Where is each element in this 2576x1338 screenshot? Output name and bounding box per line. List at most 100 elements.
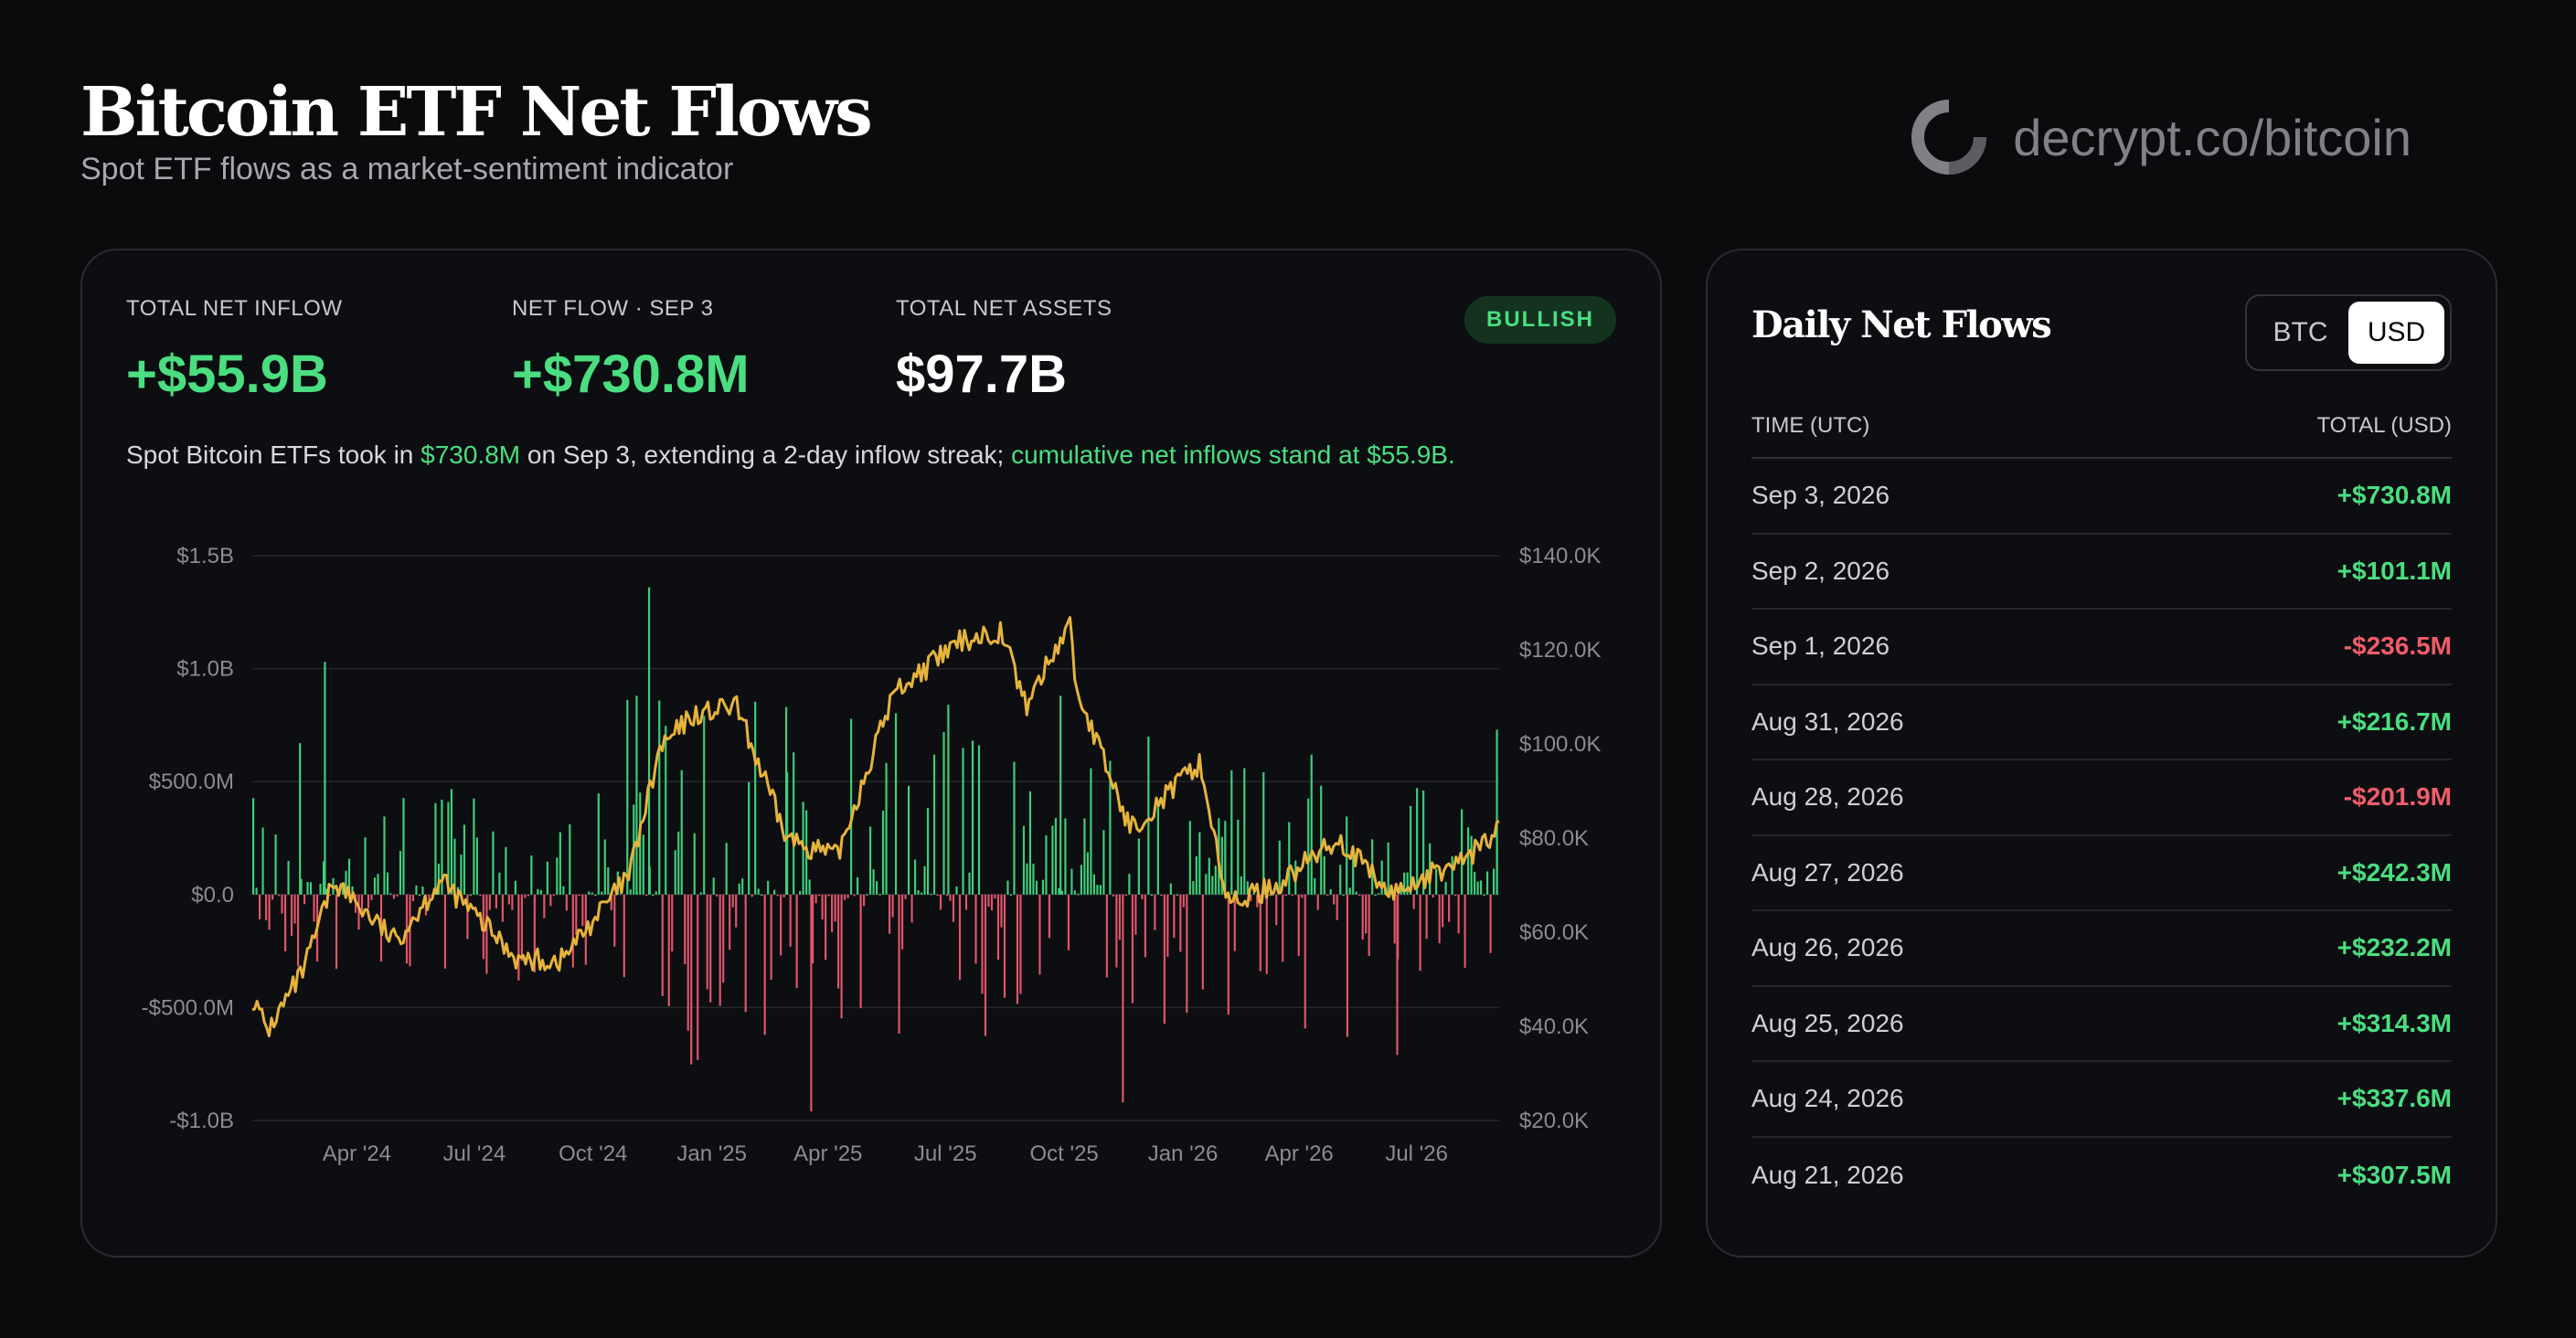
flow-bar: [703, 716, 706, 895]
flow-bar: [364, 837, 367, 895]
flow-bar: [1419, 894, 1421, 972]
flow-bar: [913, 859, 917, 895]
flow-bar: [441, 799, 443, 895]
table-row[interactable]: Aug 28, 2026 -$201.9M: [1751, 760, 2452, 836]
flow-bar: [1444, 882, 1447, 895]
flow-bar: [949, 894, 952, 901]
flow-bar: [1186, 894, 1188, 1014]
flow-bar: [741, 878, 744, 895]
flow-bar: [754, 701, 757, 895]
flow-bar: [629, 889, 632, 895]
table-row[interactable]: Aug 25, 2026 +$314.3M: [1751, 987, 2452, 1062]
flow-bar: [793, 752, 795, 895]
flow-bar: [1179, 894, 1182, 952]
table-row[interactable]: Sep 3, 2026 +$730.8M: [1751, 459, 2452, 535]
flow-bar: [773, 889, 776, 895]
flow-bar: [1195, 855, 1198, 895]
toggle-btc[interactable]: BTC: [2273, 317, 2328, 347]
flow-bar: [283, 894, 287, 951]
flow-bar: [971, 740, 974, 895]
flow-bar: [1019, 894, 1022, 994]
flow-bar: [665, 726, 667, 895]
y-right-tick-label: $80.0K: [1519, 826, 1589, 851]
table-header: TIME (UTC) TOTAL (USD): [1751, 413, 2452, 459]
flow-bar: [277, 894, 281, 897]
flow-bar: [716, 894, 719, 897]
flow-bar: [1220, 836, 1223, 895]
flow-bar: [1297, 894, 1300, 956]
table-row[interactable]: Sep 2, 2026 +$101.1M: [1751, 535, 2452, 610]
flow-bar: [511, 894, 514, 910]
net-flow-chart[interactable]: $1.5B $1.0B $500.0M $0.0 -$500.0M -$1.0B $140.…: [82, 250, 1664, 1259]
flow-bar: [1336, 894, 1338, 920]
flow-bar: [520, 894, 523, 961]
chart-card: TOTAL NET INFLOW +$55.9B NET FLOW · SEP …: [80, 249, 1662, 1258]
flow-bar: [347, 858, 351, 895]
table-row[interactable]: Aug 31, 2026 +$216.7M: [1751, 685, 2452, 760]
flow-bar: [293, 894, 296, 924]
flow-bar: [1054, 818, 1058, 895]
flow-bar: [1003, 894, 1006, 998]
row-date: Aug 21, 2026: [1751, 1160, 1904, 1189]
table-title: Daily Net Flows: [1751, 303, 2052, 346]
row-date: Aug 24, 2026: [1751, 1084, 1904, 1113]
flow-bar: [635, 696, 638, 895]
stat-value: +$55.9B: [126, 345, 328, 404]
y-left-tick-label: -$500.0M: [142, 995, 234, 1020]
table-row[interactable]: Aug 27, 2026 +$242.3M: [1751, 836, 2452, 911]
flow-bar: [1352, 844, 1355, 895]
flow-bar: [367, 894, 370, 908]
flow-bar: [447, 802, 450, 895]
flow-bar: [498, 872, 501, 895]
flow-bar: [1009, 894, 1013, 897]
flow-bar: [1393, 894, 1396, 944]
flow-bar: [360, 894, 364, 919]
flow-bar: [578, 894, 580, 897]
stat-label: TOTAL NET ASSETS: [896, 296, 1112, 321]
table-row[interactable]: Aug 24, 2026 +$337.6M: [1751, 1062, 2452, 1138]
table-row[interactable]: Aug 21, 2026 +$307.5M: [1751, 1138, 2452, 1214]
flow-bar: [402, 798, 405, 895]
row-date: Aug 25, 2026: [1751, 1008, 1904, 1037]
flow-bar: [466, 894, 469, 940]
flow-bar: [942, 732, 945, 895]
flow-bar: [1448, 894, 1451, 922]
flow-bar: [1410, 805, 1412, 895]
flow-bar: [1275, 894, 1278, 926]
flow-bar: [1314, 877, 1316, 895]
flow-bar: [396, 894, 399, 897]
flow-bar: [610, 894, 612, 910]
flow-bar: [1099, 885, 1102, 895]
flow-bar: [1067, 894, 1070, 950]
flow-bar: [930, 893, 932, 896]
row-date: Aug 28, 2026: [1751, 782, 1904, 812]
flow-bar: [1346, 894, 1348, 1037]
flow-bar: [936, 894, 939, 897]
flow-bar: [1396, 894, 1399, 1056]
flow-bar: [1083, 818, 1086, 895]
flow-bar: [827, 894, 830, 897]
x-tick-label: Oct '24: [559, 1142, 627, 1166]
flow-bar: [322, 861, 325, 895]
flow-bar: [1425, 894, 1428, 940]
table-row[interactable]: Sep 1, 2026 -$236.5M: [1751, 610, 2452, 685]
flow-bar: [780, 894, 782, 956]
x-tick-label: Oct '25: [1030, 1142, 1099, 1166]
flow-bar: [1166, 894, 1169, 957]
flow-bar: [738, 883, 740, 895]
flow-bar: [661, 894, 664, 996]
table-row[interactable]: Aug 26, 2026 +$232.2M: [1751, 911, 2452, 987]
flow-bar: [655, 891, 657, 895]
brand-link[interactable]: decrypt.co/bitcoin: [1911, 99, 2411, 175]
flow-bar: [725, 843, 728, 895]
summary-text: Spot Bitcoin ETFs took in $730.8M on Sep…: [126, 441, 1455, 470]
flow-bar: [1154, 894, 1156, 930]
flow-bar: [825, 894, 827, 961]
flow-bar: [258, 894, 261, 919]
flow-bar: [418, 894, 421, 897]
toggle-usd[interactable]: USD: [2348, 302, 2444, 364]
stat-label: TOTAL NET INFLOW: [126, 296, 343, 321]
row-date: Sep 1, 2026: [1751, 632, 1890, 661]
flow-bar: [1412, 894, 1415, 909]
flow-bar: [1361, 894, 1364, 940]
